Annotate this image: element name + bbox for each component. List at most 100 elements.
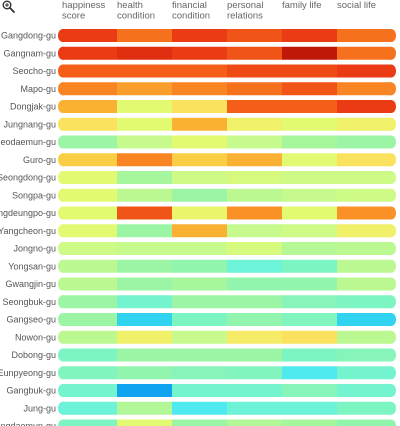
row-label: Jungnang-gu (3, 119, 56, 129)
heatmap-cell (282, 419, 337, 426)
heatmap-cell (337, 401, 392, 415)
heatmap-cell (172, 188, 227, 202)
heatmap-cell (337, 224, 392, 238)
heatmap-cell (62, 135, 117, 149)
heatmap-cell (117, 224, 172, 238)
heatmap-cell (62, 330, 117, 344)
heatmap-cell (62, 313, 117, 326)
heatmap-cell (282, 82, 337, 96)
heatmap-cell (227, 295, 282, 309)
heatmap-cell (172, 277, 227, 291)
heatmap-cell (282, 330, 337, 344)
heatmap-cell (172, 242, 227, 255)
heatmap-cell (282, 224, 337, 238)
heatmap-cell (62, 384, 117, 397)
heatmap-cell (282, 29, 337, 42)
heatmap-cell (62, 419, 117, 426)
heatmap-cell (227, 348, 282, 362)
heatmap-cells (58, 29, 396, 426)
heatmap-cell (337, 259, 392, 273)
heatmap-cell (282, 313, 337, 326)
heatmap-cell (117, 29, 172, 42)
heatmap-cell (172, 295, 227, 309)
heatmap-cell (282, 242, 337, 255)
heatmap-cell (227, 242, 282, 255)
row-label: Nowon-gu (15, 332, 56, 342)
heatmap-cell (62, 64, 117, 78)
heatmap-cell (227, 259, 282, 273)
heatmap-cell (282, 384, 337, 397)
heatmap-cell (172, 224, 227, 238)
heatmap-cell (227, 46, 282, 60)
heatmap-cell (62, 171, 117, 184)
row-label: Seocho-gu (12, 66, 56, 76)
heatmap-cell (337, 188, 392, 202)
heatmap-cell (172, 29, 227, 42)
heatmap-cell (282, 64, 337, 78)
heatmap-cell (117, 366, 172, 380)
heatmap-cell (62, 117, 117, 131)
zoom-in-icon[interactable] (2, 0, 15, 13)
heatmap-cell (172, 64, 227, 78)
heatmap-cell (117, 330, 172, 344)
row-label: Yeongdeungpo-gu (0, 208, 56, 218)
heatmap-cell (117, 64, 172, 78)
heatmap-cell (117, 259, 172, 273)
heatmap-cell (337, 206, 392, 220)
row-label: Gangseo-gu (6, 315, 56, 325)
heatmap-cell (337, 419, 392, 426)
column-header: personal relations (227, 0, 263, 22)
column-header-line: score (62, 11, 85, 22)
row-label: Seongbuk-gu (2, 297, 56, 307)
row-labels: Gangdong-gu Gangnam-gu Seocho-gu Mapo-gu Don… (0, 31, 56, 426)
heatmap-cell (172, 419, 227, 426)
row-label: Seodaemun-gu (0, 137, 56, 147)
row-label: Yangcheon-gu (0, 226, 56, 236)
heatmap-cell (117, 100, 172, 113)
column-header-line: financial (172, 0, 207, 11)
column-header: health condition (117, 0, 155, 22)
row-label: Gangbuk-gu (6, 386, 56, 396)
heatmap-cell (117, 348, 172, 362)
heatmap-cell (227, 313, 282, 326)
heatmap-cell (227, 100, 282, 113)
heatmap-cell (282, 206, 337, 220)
heatmap-cell (282, 188, 337, 202)
row-label: Gangnam-gu (3, 48, 56, 58)
column-header-line: happiness (62, 0, 106, 11)
heatmap-cell (227, 330, 282, 344)
row-label: Yongsan-gu (8, 261, 56, 271)
heatmap-cell (282, 401, 337, 415)
heatmap-cell (172, 82, 227, 96)
heatmap-cell (337, 82, 392, 96)
column-header: social life (337, 0, 376, 11)
heatmap-cell (282, 259, 337, 273)
heatmap-cell (62, 29, 117, 42)
heatmap-cell (172, 330, 227, 344)
heatmap-cell (172, 259, 227, 273)
heatmap-cell (117, 82, 172, 96)
heatmap-cell (172, 384, 227, 397)
heatmap-cell (62, 259, 117, 273)
row-label: Jung-gu (23, 403, 56, 413)
heatmap-cell (62, 242, 117, 255)
heatmap-cell (282, 135, 337, 149)
heatmap-cell (117, 295, 172, 309)
column-header-line: personal (227, 0, 263, 11)
column-header-line: condition (172, 11, 210, 22)
heatmap-cell (282, 295, 337, 309)
heatmap-cell (337, 366, 392, 380)
row-label: Eunpyeong-gu (0, 368, 56, 378)
heatmap-cell (117, 46, 172, 60)
heatmap-cell (172, 366, 227, 380)
heatmap-cell (62, 206, 117, 220)
heatmap-cell (337, 171, 392, 184)
heatmap-cell (172, 206, 227, 220)
heatmap-cell (337, 117, 392, 131)
heatmap-cell (227, 401, 282, 415)
heatmap-cell (117, 206, 172, 220)
heatmap-cell (337, 277, 392, 291)
heatmap-cell (227, 29, 282, 42)
heatmap-cell (172, 135, 227, 149)
heatmap-cell (282, 46, 337, 60)
